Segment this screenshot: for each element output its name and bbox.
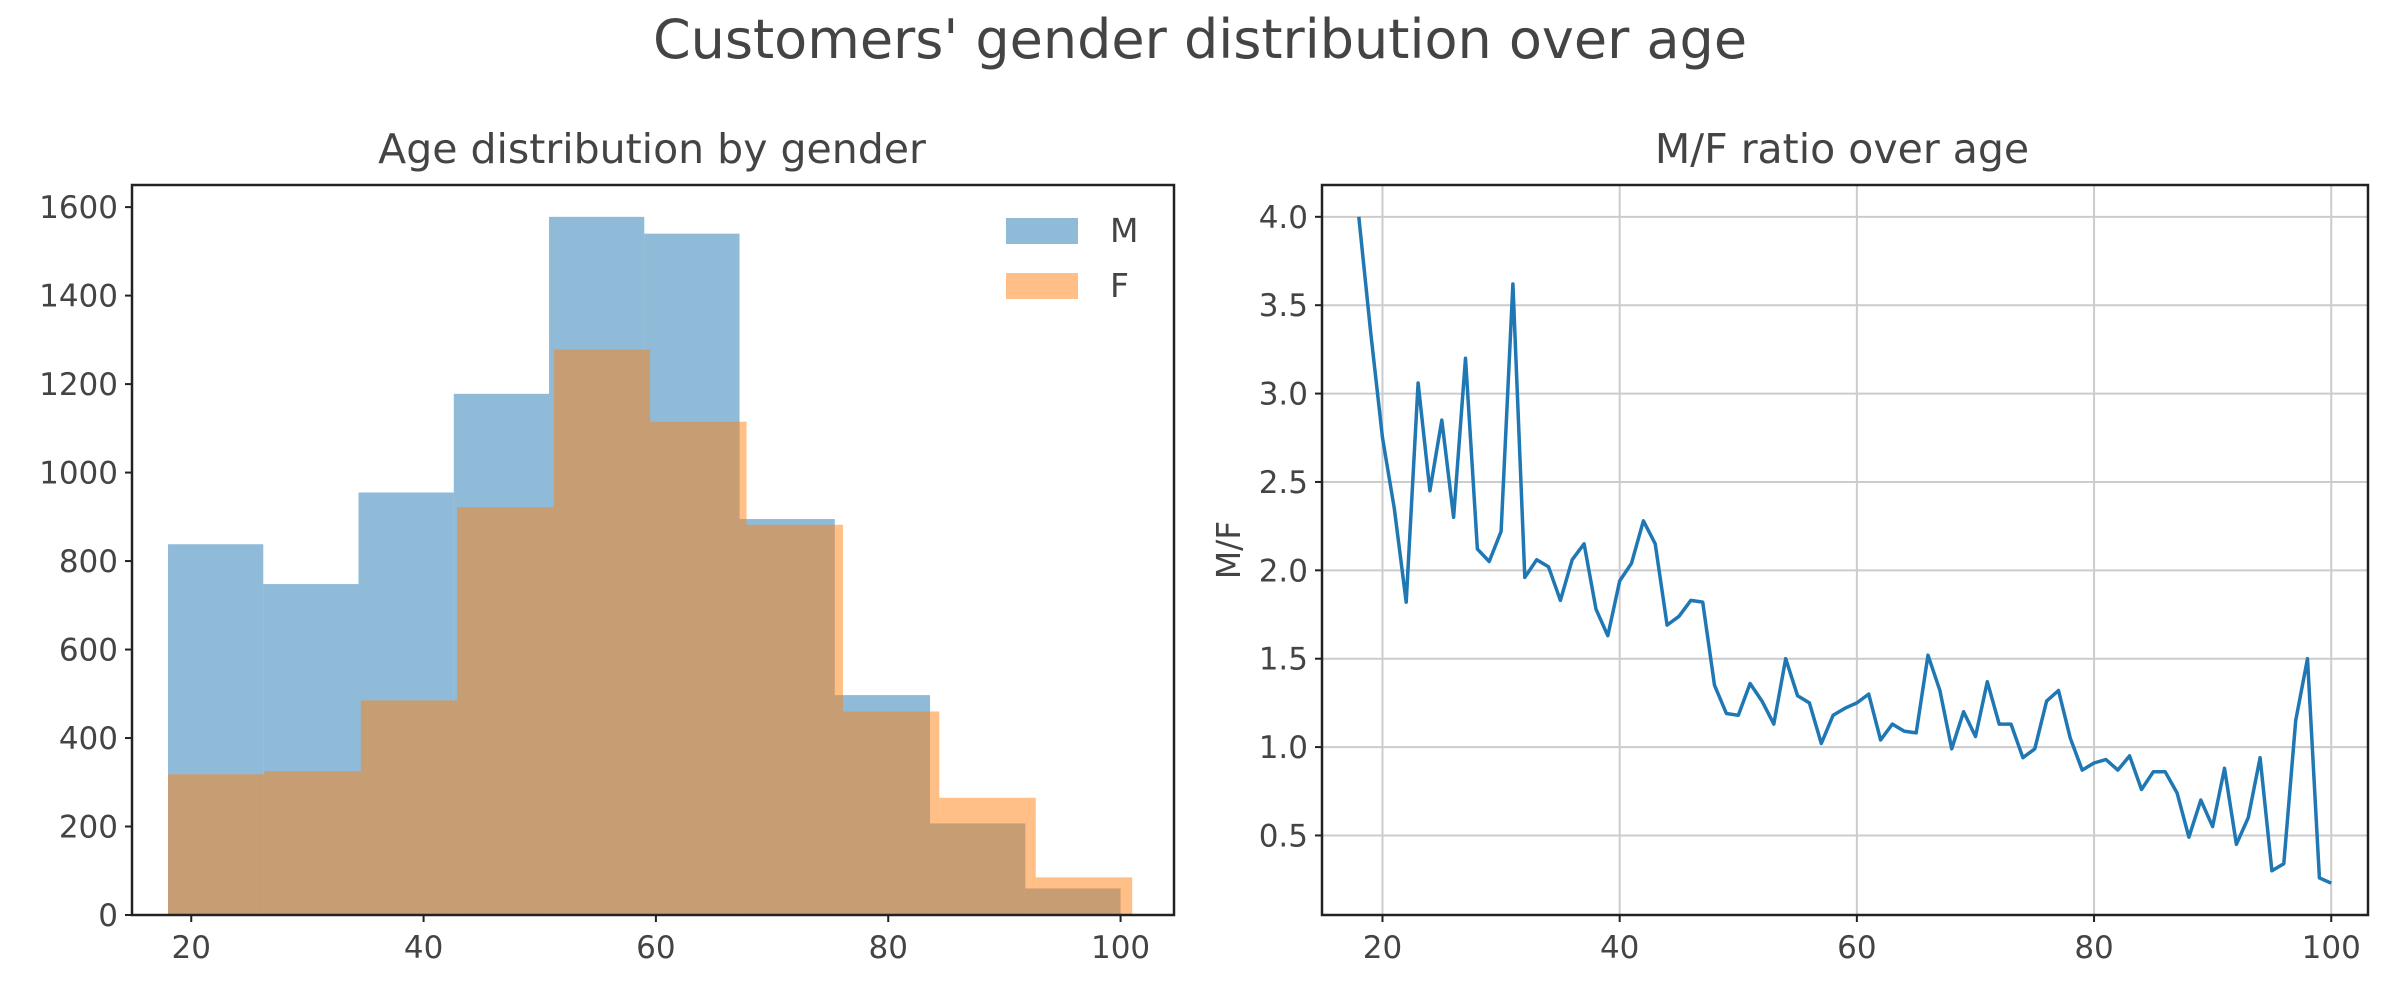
- legend-swatch-f: [1006, 273, 1078, 299]
- ratio-y-label: M/F: [1209, 521, 1248, 580]
- hist-bar-f-1: [264, 771, 361, 915]
- ratio-x-tick-label: 80: [2074, 930, 2113, 966]
- hist-x-tick-label: 80: [869, 930, 908, 966]
- ratio-line: [1357, 216, 2332, 885]
- ratio-x-tick-label: 100: [2302, 930, 2361, 966]
- hist-bar-f-7: [842, 711, 940, 915]
- ratio-y-tick-label: 1.5: [1259, 642, 1308, 678]
- ratio-x-axis: 20 40 60 80 100: [1363, 915, 2361, 966]
- hist-x-tick-label: 20: [172, 930, 211, 966]
- histogram-panel: Age distribution by gender 20 40 60 80 100 0…: [39, 125, 1176, 966]
- hist-y-tick-label: 600: [59, 633, 118, 669]
- hist-x-tick-label: 40: [404, 930, 443, 966]
- histogram-bars: [168, 216, 1133, 916]
- hist-y-tick-label: 800: [59, 544, 118, 580]
- ratio-series: [1357, 216, 2332, 885]
- hist-y-tick-label: 1000: [39, 456, 118, 492]
- ratio-y-tick-label: 2.0: [1259, 553, 1308, 589]
- hist-bar-f-6: [746, 524, 843, 915]
- ratio-title: M/F ratio over age: [1655, 125, 2029, 173]
- hist-bar-f-3: [457, 507, 554, 915]
- hist-bar-f-0: [168, 774, 265, 915]
- ratio-grid: [1322, 185, 2368, 915]
- hist-y-tick-label: 400: [59, 721, 118, 757]
- ratio-y-tick-label: 3.5: [1259, 288, 1308, 324]
- ratio-y-axis: 0.5 1.0 1.5 2.0 2.5 3.0 3.5 4.0: [1259, 200, 1322, 854]
- histogram-x-axis: 20 40 60 80 100: [172, 915, 1150, 966]
- hist-y-tick-label: 1400: [39, 279, 118, 315]
- hist-y-tick-label: 1600: [39, 190, 118, 226]
- ratio-x-tick-label: 60: [1837, 930, 1876, 966]
- ratio-frame: [1320, 183, 2370, 917]
- figure-title: Customers' gender distribution over age: [653, 8, 1747, 71]
- ratio-x-tick-label: 40: [1600, 930, 1639, 966]
- ratio-panel: M/F ratio over age 20 40 60 80 100 0.5 1.0 1.5…: [1209, 125, 2370, 966]
- hist-x-tick-label: 100: [1091, 930, 1150, 966]
- hist-bar-f-5: [650, 421, 747, 915]
- ratio-y-tick-label: 4.0: [1259, 200, 1308, 236]
- hist-bar-f-2: [360, 700, 458, 915]
- histogram-title: Age distribution by gender: [378, 125, 926, 173]
- hist-bar-f-4: [553, 349, 651, 916]
- histogram-frame: [130, 183, 1176, 917]
- legend-swatch-m: [1006, 218, 1078, 244]
- ratio-y-tick-label: 1.0: [1259, 730, 1308, 766]
- legend-label-f: F: [1110, 266, 1129, 305]
- hist-y-tick-label: 200: [59, 810, 118, 846]
- ratio-y-tick-label: 3.0: [1259, 377, 1308, 413]
- hist-bar-f-9: [1035, 877, 1133, 915]
- hist-y-tick-label: 0: [98, 898, 118, 934]
- hist-y-tick-label: 1200: [39, 367, 118, 403]
- hist-bar-f-8: [939, 797, 1036, 915]
- ratio-x-tick-label: 20: [1363, 930, 1402, 966]
- histogram-legend: MF: [1006, 211, 1138, 305]
- histogram-y-axis: 0 200 400 600 800 1000 1200 1400 1600: [39, 190, 132, 934]
- legend-label-m: M: [1110, 211, 1138, 250]
- ratio-y-tick-label: 0.5: [1259, 818, 1308, 854]
- ratio-y-tick-label: 2.5: [1259, 465, 1308, 501]
- hist-x-tick-label: 60: [636, 930, 675, 966]
